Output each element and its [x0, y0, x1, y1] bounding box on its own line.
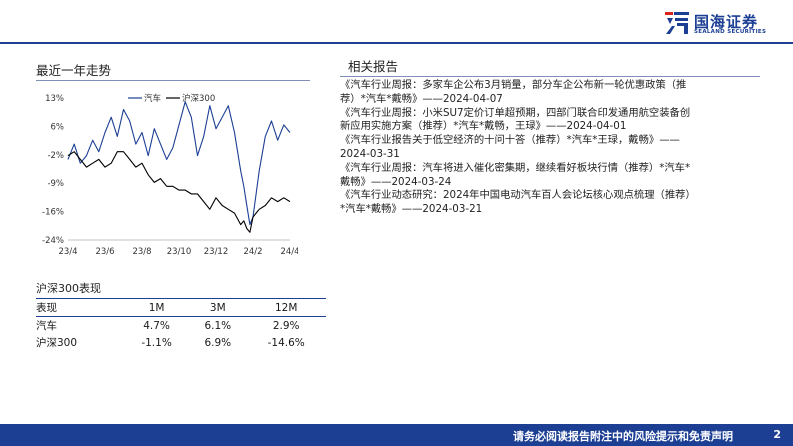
report-list: 《汽车行业周报：多家车企公布3月销量，部分车企公布新一轮优惠政策（推 荐）*汽车…	[340, 79, 760, 217]
trend-rule	[36, 80, 310, 81]
disclaimer-text: 请务必阅读报告附注中的风险提示和免责声明	[513, 430, 733, 443]
report-text: 戴畅》——2024-03-24	[340, 175, 452, 188]
report-link[interactable]: 《汽车行业报告关于低空经济的十问十答（推荐）*汽车*王琭，戴畅》—— 2024-…	[340, 134, 760, 162]
sealand-logo-icon	[665, 12, 689, 34]
table-row: 汽车 4.7% 6.1% 2.9%	[36, 317, 326, 335]
page-number: 2	[773, 428, 781, 441]
table-cell: -1.1%	[141, 336, 172, 349]
related-title: 相关报告	[348, 59, 399, 74]
y-tick-label: -24%	[42, 236, 64, 246]
report-link[interactable]: 《汽车行业周报：多家车企公布3月销量，部分车企公布新一轮优惠政策（推 荐）*汽车…	[340, 79, 760, 107]
report-text: 《汽车行业动态研究：2024年中国电动汽车百人会论坛核心观点梳理（推荐）	[340, 189, 696, 202]
table-cell: 6.9%	[204, 336, 232, 349]
performance-section: 沪深300表现 表现 1M 3M 12M 汽车 4.7% 6.1% 2.9% 沪…	[36, 280, 326, 351]
table-header-row: 表现 1M 3M 12M	[36, 298, 326, 317]
report-link[interactable]: 《汽车行业动态研究：2024年中国电动汽车百人会论坛核心观点梳理（推荐） *汽车…	[340, 189, 760, 217]
table-header-cell: 表现	[36, 298, 124, 317]
trend-chart: 13%6%-2%-9%-16%-24% 23/4 23/6 23/8 23/10 23/…	[42, 93, 298, 257]
y-tick-label: -2%	[47, 151, 64, 161]
logo-text-en: SEALAND SECURITIES	[694, 29, 767, 35]
report-text: 《汽车行业报告关于低空经济的十问十答（推荐）*汽车*王琭，戴畅》——	[340, 134, 680, 147]
table-row: 沪深300 -1.1% 6.9% -14.6%	[36, 334, 326, 351]
report-link[interactable]: 《汽车行业周报：小米SU7定价订单超预期，四部门联合印发通用航空装备创 新应用实…	[340, 107, 760, 135]
table-cell: -14.6%	[267, 336, 305, 349]
table-cell: 汽车	[36, 320, 57, 332]
y-tick-label: 13%	[45, 94, 64, 104]
company-logo: 国海证券 SEALAND SECURITIES	[664, 10, 784, 38]
table-header-cell: 12M	[246, 298, 326, 317]
table-header-cell: 3M	[189, 298, 247, 317]
table-cell: 2.9%	[272, 319, 300, 332]
related-rule	[340, 76, 760, 77]
performance-table: 表现 1M 3M 12M 汽车 4.7% 6.1% 2.9% 沪深300 -1.…	[36, 298, 326, 351]
report-link[interactable]: 《汽车行业周报：汽车将进入催化密集期，继续看好板块行情（推荐）*汽车* 戴畅》—…	[340, 162, 760, 190]
series-line-auto	[67, 101, 291, 226]
footer-bar: 请务必阅读报告附注中的风险提示和免责声明 2	[0, 424, 793, 446]
x-tick-label: 23/8	[132, 247, 151, 257]
table-cell: 6.1%	[204, 319, 232, 332]
y-axis: 13% 6% -2% -9% -16% -24%	[42, 94, 64, 246]
trend-title: 最近一年走势	[36, 63, 112, 78]
legend-label-hs300: 沪深300	[182, 93, 215, 104]
x-tick-label: 24/4	[280, 247, 298, 257]
report-text: 荐）*汽车*戴畅》——2024-04-07	[340, 92, 503, 105]
report-text: *汽车*戴畅》——2024-03-21	[340, 203, 483, 216]
x-tick-label: 23/6	[95, 247, 114, 257]
logo-text-cn: 国海证券	[694, 13, 759, 31]
performance-title: 沪深300表现	[36, 282, 101, 295]
y-tick-label: -16%	[42, 208, 64, 218]
report-text: 《汽车行业周报：汽车将进入催化密集期，继续看好板块行情（推荐）*汽车*	[340, 161, 691, 174]
x-tick-label: 24/2	[243, 247, 262, 257]
report-text: 新应用实施方案（推荐）*汽车*戴畅，王琭》——2024-04-01	[340, 120, 627, 133]
y-tick-label: -9%	[47, 179, 64, 189]
legend-label-auto: 汽车	[144, 93, 161, 104]
series-line-hs300	[67, 151, 291, 233]
report-text: 《汽车行业周报：小米SU7定价订单超预期，四部门联合印发通用航空装备创	[340, 106, 691, 119]
header-rule	[0, 42, 793, 44]
x-tick-label: 23/10	[167, 247, 192, 257]
y-tick-label: 6%	[51, 122, 65, 132]
x-tick-label: 23/12	[204, 247, 229, 257]
report-text: 《汽车行业周报：多家车企公布3月销量，部分车企公布新一轮优惠政策（推	[340, 79, 687, 91]
chart-legend: 汽车 沪深300	[128, 93, 215, 104]
table-cell: 沪深300	[36, 337, 78, 349]
table-cell: 4.7%	[143, 319, 170, 332]
chart-series	[67, 101, 291, 233]
x-axis: 23/4 23/6 23/8 23/10 23/12 24/2 24/4	[58, 239, 298, 257]
table-header-cell: 1M	[123, 298, 190, 317]
report-text: 2024-03-31	[340, 147, 400, 160]
x-tick-label: 23/4	[58, 247, 77, 257]
